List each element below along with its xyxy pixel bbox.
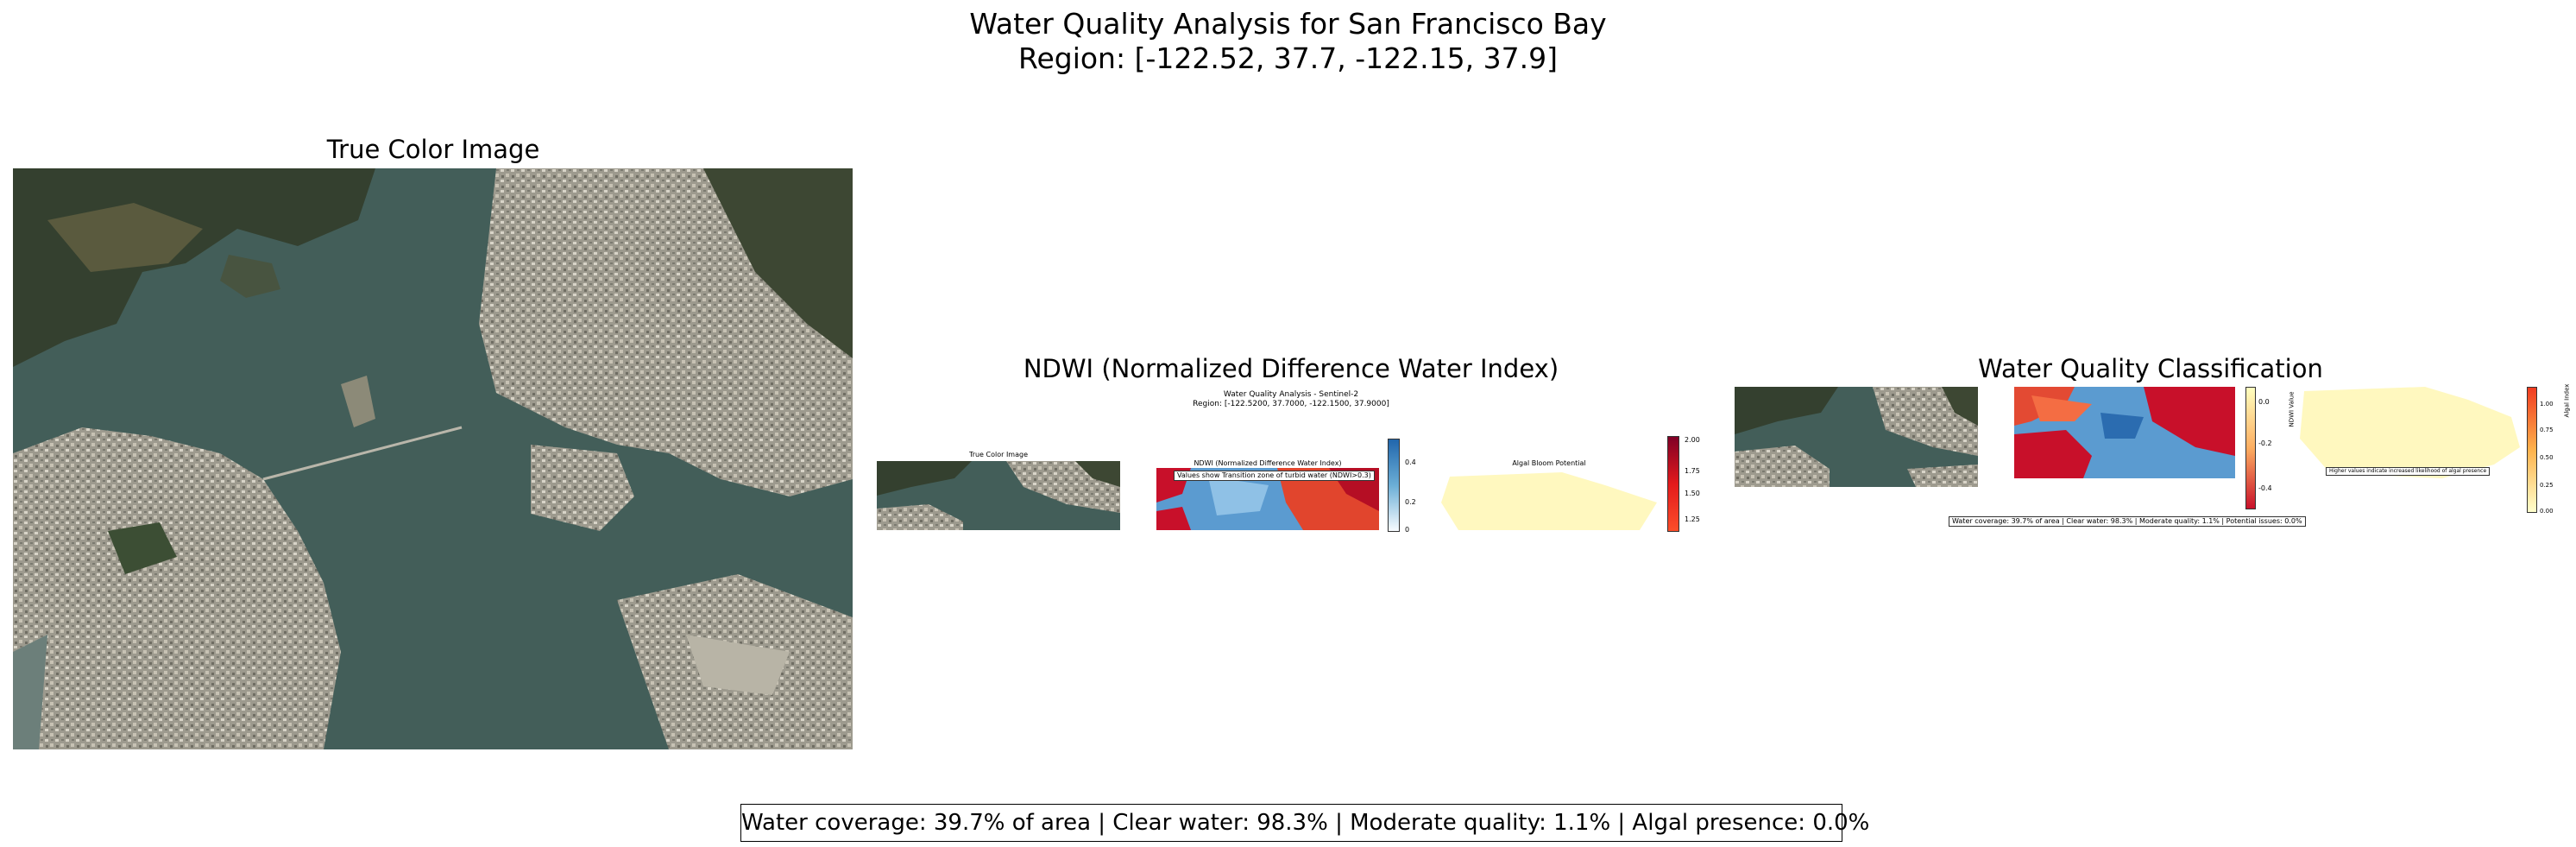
inset-class-algal-tick-3: 0.25 [2540, 482, 2554, 489]
inset-class-algal-colorbar [2527, 387, 2537, 513]
inset-ndwi-title-line1: Water Quality Analysis - Sentinel-2 [1223, 390, 1359, 399]
true-color-panel-title: True Color Image [326, 135, 540, 164]
inset-true-color-title: True Color Image [968, 451, 1029, 458]
inset-class-ndwi-axis-label: NDWI Value [2288, 391, 2296, 427]
inset-class-ndwi-tick-2: -0.4 [2258, 484, 2272, 492]
inset-ndwi-tick-0: 0.4 [1405, 458, 1416, 466]
inset-class-ndwi-tick-0: 0.0 [2258, 398, 2270, 406]
inset-class-ndwi-colorbar [2245, 387, 2256, 509]
ndwi-panel-title: NDWI (Normalized Difference Water Index) [1023, 354, 1559, 383]
inset-class-algal-axis-label: Algal Index [2563, 383, 2571, 418]
inset-class-ndwi-map [2014, 387, 2235, 478]
inset-class-algal-tick-2: 0.50 [2540, 454, 2554, 461]
true-color-satellite-graphic [13, 168, 853, 749]
inset-algal-title: Algal Bloom Potential [1512, 459, 1586, 467]
inset-class-ndwi-tick-1: -0.2 [2258, 439, 2272, 447]
inset-algal-map [1433, 468, 1666, 530]
inset-algal-tick-3: 1.25 [1685, 515, 1700, 523]
inset-class-algal-note: Higher values indicate increased likelih… [2326, 467, 2491, 476]
true-color-image [13, 168, 853, 749]
inset-class-ndwi-map-graphic [2014, 387, 2235, 478]
figure-title-line2: Region: [-122.52, 37.7, -122.15, 37.9] [1018, 41, 1558, 75]
inset-ndwi-subtitle: NDWI (Normalized Difference Water Index) [1194, 459, 1342, 467]
inset-class-algal-tick-4: 0.00 [2540, 508, 2554, 515]
figure-title: Water Quality Analysis for San Francisco… [0, 7, 2576, 76]
inset-algal-tick-1: 1.75 [1685, 467, 1700, 475]
inset-ndwi-colorbar [1388, 439, 1400, 532]
inset-class-true-color-graphic [1735, 387, 1978, 487]
inset-class-algal-tick-1: 0.75 [2540, 427, 2554, 433]
inset-ndwi-note: Values show Transition zone of turbid wa… [1174, 471, 1375, 481]
inset-algal-tick-0: 2.00 [1685, 436, 1700, 444]
inset-class-algal-map [2296, 387, 2527, 478]
inset-class-algal-map-graphic [2300, 387, 2520, 478]
inset-true-color-image [877, 461, 1120, 530]
inset-ndwi-tick-2: 0 [1405, 526, 1410, 534]
inset-class-stats: Water coverage: 39.7% of area | Clear wa… [1949, 516, 2306, 527]
inset-class-algal-tick-0: 1.00 [2540, 401, 2554, 408]
inset-algal-map-graphic [1441, 472, 1657, 530]
water-quality-stats-box: Water coverage: 39.7% of area | Clear wa… [740, 804, 1869, 842]
inset-ndwi-tick-1: 0.2 [1405, 498, 1416, 506]
classification-panel-title: Water Quality Classification [1978, 354, 2323, 383]
inset-class-true-color [1735, 387, 1978, 487]
inset-algal-tick-2: 1.50 [1685, 490, 1700, 497]
figure-title-line1: Water Quality Analysis for San Francisco… [969, 7, 1607, 41]
inset-algal-colorbar [1667, 436, 1679, 532]
inset-ndwi-title: Water Quality Analysis - Sentinel-2 Regi… [1193, 390, 1389, 409]
inset-ndwi-title-line2: Region: [-122.5200, 37.7000, -122.1500, … [1193, 400, 1389, 408]
inset-true-color-graphic [877, 461, 1120, 530]
